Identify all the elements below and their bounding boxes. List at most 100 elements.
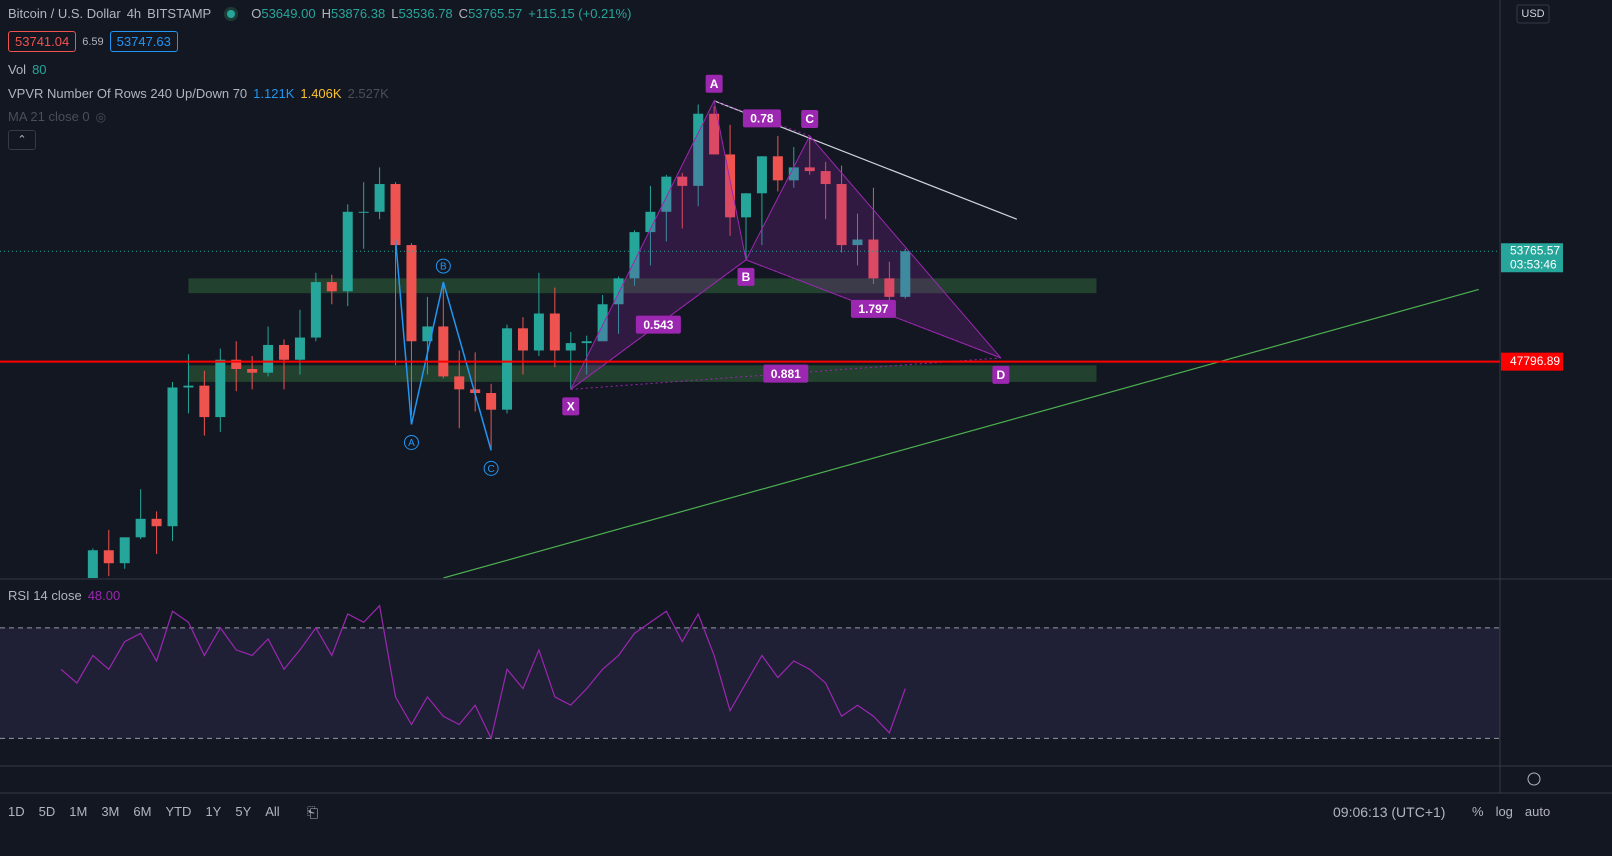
- candle-body: [517, 328, 528, 351]
- range-button[interactable]: 1M: [69, 804, 88, 819]
- range-button[interactable]: 6M: [133, 804, 152, 819]
- range-button[interactable]: YTD: [165, 804, 192, 819]
- candle-body: [438, 326, 449, 377]
- trade-row: 53741.04 6.59 53747.63: [8, 31, 178, 52]
- ohlc-c: C53765.57: [459, 6, 523, 21]
- abc-label: A: [408, 438, 415, 449]
- ratio-label-box: [635, 315, 681, 334]
- candle-body: [310, 282, 321, 338]
- candle-body: [390, 184, 401, 246]
- scale-options: % log auto: [1472, 804, 1550, 819]
- ratio-label-box: [850, 299, 896, 318]
- ratio-label: 0.881: [771, 367, 801, 381]
- candle-body: [422, 326, 433, 342]
- candle-body: [151, 518, 162, 527]
- pattern-point-label-box: [737, 267, 755, 286]
- pattern-triangle: [570, 99, 747, 390]
- pattern-point-label: D: [997, 368, 1006, 382]
- candle-body: [87, 550, 98, 578]
- ratio-label: 1.797: [858, 302, 888, 316]
- v: 53649.00: [261, 6, 316, 21]
- indicator-vol: Vol 80: [8, 62, 47, 77]
- rsi-legend: RSI 14 close 48.00: [8, 588, 120, 603]
- scale-option[interactable]: %: [1472, 804, 1484, 819]
- candle-body: [852, 239, 863, 246]
- candle-body: [565, 343, 576, 351]
- rsi-title: RSI 14 close: [8, 588, 82, 603]
- scale-option[interactable]: auto: [1524, 804, 1551, 819]
- sell-button[interactable]: 53741.04: [8, 31, 77, 52]
- candle-body: [374, 184, 385, 212]
- candle-body: [645, 211, 656, 233]
- candle-body: [709, 113, 720, 155]
- range-button[interactable]: 5D: [38, 804, 56, 819]
- candle-body: [119, 537, 130, 564]
- rsi-band: [0, 627, 1500, 739]
- k: H: [321, 6, 331, 21]
- abc-marker: [435, 258, 451, 274]
- candle-body: [868, 239, 879, 279]
- candle-body: [294, 337, 305, 360]
- abc-marker: [403, 434, 419, 450]
- candle-body: [693, 113, 704, 186]
- ratio-label: 0.78: [750, 112, 774, 126]
- candle-body: [581, 341, 592, 344]
- abc-marker: [483, 460, 499, 476]
- k: C: [458, 6, 469, 21]
- k: O: [251, 6, 262, 21]
- indicator-vpvr: VPVR Number Of Rows 240 Up/Down 70 1.121…: [8, 86, 389, 101]
- candle-body: [836, 184, 847, 246]
- ratio-label-box: [763, 364, 809, 383]
- pattern-point-label-box: [562, 397, 580, 416]
- range-button[interactable]: All: [265, 804, 280, 819]
- candle-body: [215, 359, 226, 418]
- indicator-ma: MA 21 close 0 ◎: [8, 109, 106, 124]
- rsi-line: [60, 604, 906, 741]
- candle-body: [804, 167, 815, 172]
- candle-body: [263, 344, 274, 373]
- change: +115.15 (+0.21%): [528, 6, 632, 21]
- candle-body: [661, 176, 672, 212]
- candle-body: [103, 550, 114, 564]
- pattern-point-label: B: [742, 270, 751, 284]
- v: 53876.38: [330, 6, 386, 21]
- candle-body: [502, 328, 513, 410]
- red-line-tag: [1501, 352, 1563, 371]
- currency-box[interactable]: [1516, 4, 1550, 24]
- candle-body: [677, 176, 688, 186]
- hidden-icon[interactable]: ◎: [95, 109, 107, 124]
- ratio-label: 0.543: [643, 318, 673, 332]
- pattern-point-label-box: [801, 109, 819, 128]
- spread: 6.59: [82, 35, 104, 48]
- collapse-button[interactable]: ⌃: [8, 130, 36, 150]
- range-button[interactable]: 1Y: [205, 804, 222, 819]
- compare-icon[interactable]: ⎗: [307, 804, 319, 820]
- pattern-point-label: A: [710, 77, 719, 91]
- candle-body: [597, 304, 608, 342]
- range-button[interactable]: 1D: [8, 804, 25, 819]
- k: L: [391, 6, 399, 21]
- pattern-point-label: C: [805, 112, 814, 126]
- range-button[interactable]: 3M: [101, 804, 120, 819]
- status-dot: [227, 9, 236, 18]
- candle-body: [772, 156, 783, 181]
- candle-body: [199, 385, 210, 418]
- indicator-value: 2.527K: [347, 86, 389, 101]
- clock: 09:06:13 (UTC+1): [1333, 804, 1446, 820]
- candle-body: [486, 393, 497, 410]
- abc-label: C: [487, 464, 494, 475]
- exchange: BITSTAMP: [147, 6, 212, 21]
- pattern-point-label: X: [567, 400, 575, 414]
- settings-icon[interactable]: [1527, 772, 1541, 786]
- range-button[interactable]: 5Y: [235, 804, 252, 819]
- pattern-triangle: [745, 135, 1002, 359]
- zone: [188, 365, 1097, 382]
- buy-button[interactable]: 53747.63: [109, 31, 178, 52]
- candle-body: [326, 282, 337, 292]
- indicator-name: Vol: [8, 62, 27, 77]
- candle-body: [135, 518, 146, 538]
- candle-body: [549, 313, 560, 351]
- scale-option[interactable]: log: [1495, 804, 1513, 819]
